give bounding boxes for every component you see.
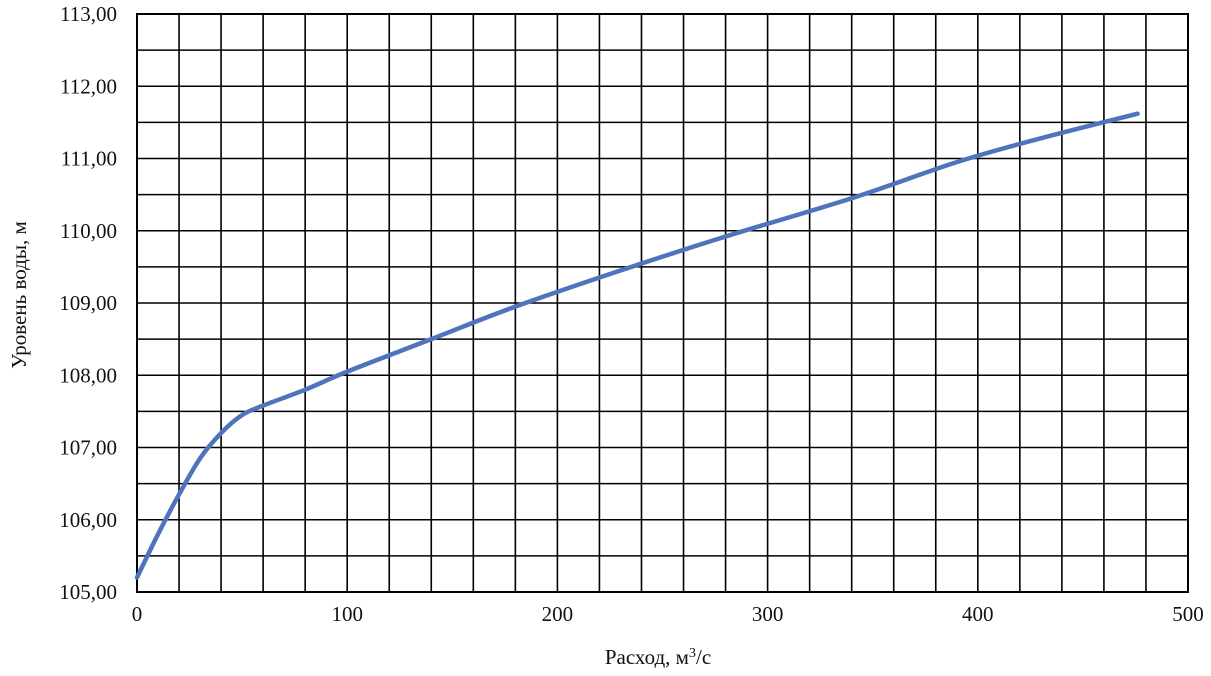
plot-frame (136, 13, 1189, 593)
y-tick-label: 110,00 (60, 219, 117, 243)
y-tick-label: 108,00 (59, 363, 117, 387)
series-line (134, 111, 1140, 580)
y-tick-label: 109,00 (59, 291, 117, 315)
y-tick-label: 111,00 (61, 147, 117, 171)
x-tick-label: 200 (542, 602, 574, 626)
x-axis-label-base: Расход, м (605, 645, 689, 669)
y-tick-label: 106,00 (59, 508, 117, 532)
y-axis-label: Уровень воды, м (7, 221, 31, 368)
x-tick-label: 100 (331, 602, 363, 626)
y-tick-labels: 105,00 106,00 107,00 108,00 109,00 110,00 111,… (59, 2, 117, 604)
y-tick-label: 113,00 (60, 2, 117, 26)
x-tick-label: 0 (132, 602, 143, 626)
x-axis-label-superscript: 3 (689, 646, 696, 661)
x-tick-label: 500 (1172, 602, 1204, 626)
x-tick-label: 300 (752, 602, 784, 626)
x-axis-label-tail: /с (696, 645, 711, 669)
x-axis-label: Расход, м3/с (605, 645, 711, 669)
x-tick-labels: 0 100 200 300 400 500 (132, 602, 1204, 626)
y-tick-label: 105,00 (59, 580, 117, 604)
series-layer (134, 111, 1140, 580)
y-tick-label: 112,00 (60, 74, 117, 98)
y-tick-label: 107,00 (59, 436, 117, 460)
plot-border (136, 13, 1189, 593)
x-tick-label: 400 (962, 602, 994, 626)
grid (137, 14, 1188, 592)
